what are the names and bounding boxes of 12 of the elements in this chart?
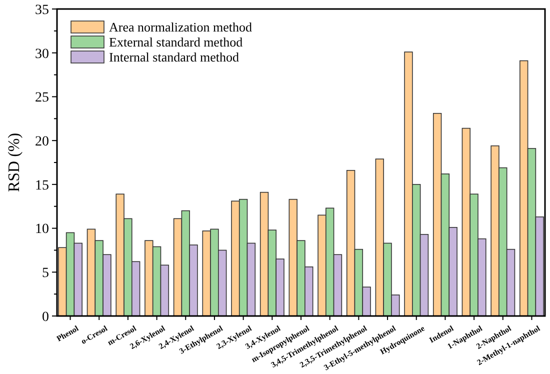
legend-label: Internal standard method bbox=[109, 50, 240, 65]
legend-label: Area normalization method bbox=[109, 20, 252, 35]
y-tick-label: 5 bbox=[42, 266, 49, 282]
y-tick-label: 35 bbox=[35, 2, 49, 18]
y-tick-label: 15 bbox=[35, 178, 49, 194]
y-axis-title: RSD (%) bbox=[6, 132, 23, 192]
y-tick-label: 10 bbox=[35, 222, 49, 238]
y-tick-label: 20 bbox=[35, 134, 49, 150]
legend-label: External standard method bbox=[109, 34, 244, 50]
y-tick-label: 25 bbox=[35, 90, 49, 106]
y-tick-label: 0 bbox=[42, 310, 49, 325]
y-tick-label: 30 bbox=[35, 46, 49, 62]
